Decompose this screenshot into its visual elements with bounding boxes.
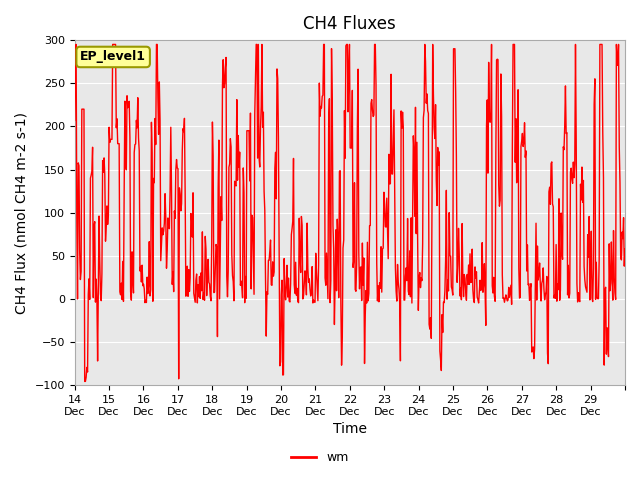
Y-axis label: CH4 Flux (nmol CH4 m-2 s-1): CH4 Flux (nmol CH4 m-2 s-1) <box>15 112 29 314</box>
Legend: wm: wm <box>286 446 354 469</box>
Text: EP_level1: EP_level1 <box>80 50 146 63</box>
X-axis label: Time: Time <box>333 422 367 436</box>
Title: CH4 Fluxes: CH4 Fluxes <box>303 15 396 33</box>
